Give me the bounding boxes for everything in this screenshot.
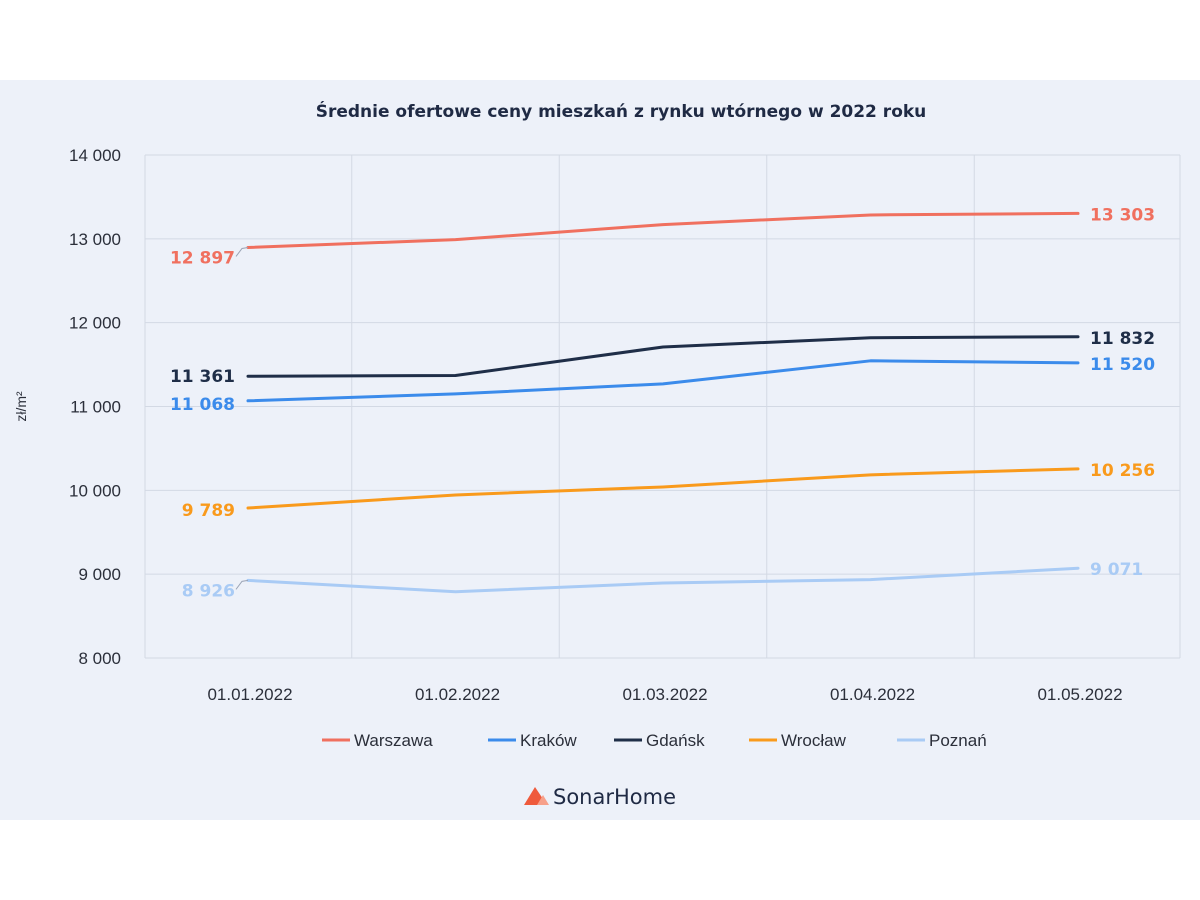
series-line-gdansk [246,335,1080,378]
data-label-last-wroclaw: 10 256 [1090,461,1155,481]
data-label-leader [235,246,249,257]
data-label-last-warszawa: 13 303 [1090,205,1155,225]
data-label-first-poznan: 8 926 [182,581,235,601]
y-tick-label: 9 000 [78,565,121,584]
x-tick-label: 01.02.2022 [415,685,500,704]
series-line-krakow [246,359,1080,403]
legend-label-gdansk: Gdańsk [646,731,705,750]
x-tick-label: 01.05.2022 [1037,685,1122,704]
x-tick-label: 01.04.2022 [830,685,915,704]
data-label-leader [235,579,249,590]
data-label-last-poznan: 9 071 [1090,560,1143,580]
data-label-last-krakow: 11 520 [1090,355,1155,375]
x-tick-label: 01.01.2022 [207,685,292,704]
y-axis-label: zł/m² [13,391,29,422]
y-tick-label: 13 000 [69,230,121,249]
legend-label-krakow: Kraków [520,731,577,750]
y-tick-label: 12 000 [69,314,121,333]
data-label-first-warszawa: 12 897 [170,248,235,268]
y-tick-label: 11 000 [70,398,121,417]
legend-label-poznan: Poznań [929,731,987,750]
legend-label-warszawa: Warszawa [354,731,433,750]
chart-title: Średnie ofertowe ceny mieszkań z rynku w… [316,100,927,122]
y-tick-label: 14 000 [69,146,121,165]
legend-label-wroclaw: Wrocław [781,731,847,750]
series-line-warszawa [246,211,1080,249]
y-tick-label: 8 000 [78,649,121,668]
brand-name: SonarHome [553,785,676,809]
data-label-first-krakow: 11 068 [170,395,235,415]
data-label-first-wroclaw: 9 789 [182,501,235,521]
data-label-last-gdansk: 11 832 [1090,329,1155,349]
series-line-wroclaw [246,467,1080,510]
sonarhome-logo-icon-accent [537,795,549,805]
series-line-poznan [246,566,1080,594]
x-tick-label: 01.03.2022 [622,685,707,704]
line-chart: Średnie ofertowe ceny mieszkań z rynku w… [13,100,1181,809]
y-tick-label: 10 000 [69,481,121,500]
data-label-first-gdansk: 11 361 [170,367,235,387]
chart-card: Średnie ofertowe ceny mieszkań z rynku w… [0,80,1200,820]
